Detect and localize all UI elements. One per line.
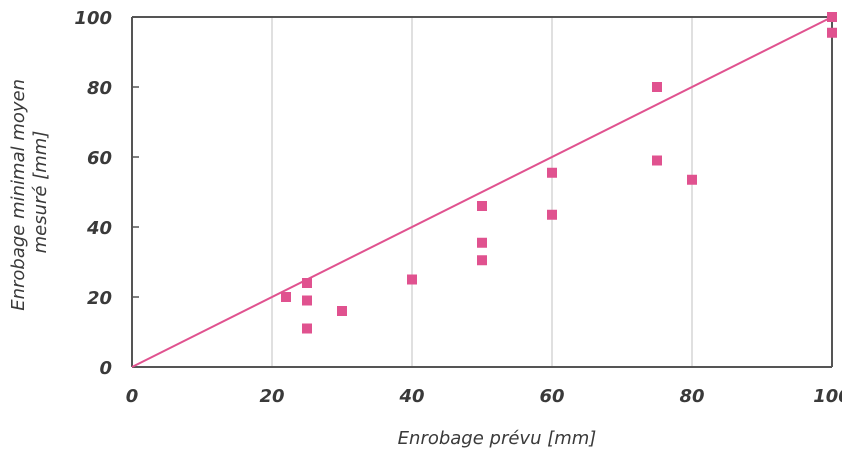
data-point-11: [547, 209, 557, 220]
data-point-9: [477, 255, 487, 266]
y-tick-labels: 0 20 40 60 80 100: [74, 8, 112, 379]
y-tick-label-40: 40: [86, 218, 112, 239]
x-tick-label-20: 20: [259, 386, 284, 407]
data-point-4: [302, 323, 312, 334]
x-tick-label-100: 100: [813, 386, 842, 407]
data-point-3: [302, 295, 312, 306]
axes: [131, 16, 833, 368]
y-tick-label-60: 60: [87, 148, 112, 169]
y-tick-label-20: 20: [87, 288, 112, 309]
data-point-7: [477, 201, 487, 211]
y-tick-label-100: 100: [74, 8, 112, 29]
data-point-8: [477, 237, 487, 248]
x-tick-label-80: 80: [679, 386, 704, 407]
data-point-5: [337, 306, 347, 316]
reference-line: [131, 16, 833, 368]
data-point-10: [547, 167, 557, 178]
data-point-2: [302, 278, 312, 288]
x-tick-label-0: 0: [126, 386, 139, 407]
x-tick-labels: 0 20 40 60 80 100: [126, 386, 842, 407]
data-points: [281, 12, 837, 334]
x-axis-title: Enrobage prévu [mm]: [398, 428, 597, 449]
y-axis-title-line-2: mesuré [mm]: [30, 131, 51, 254]
data-point-15: [827, 12, 837, 22]
x-tick-label-60: 60: [539, 386, 564, 407]
grid-lines: [271, 17, 693, 367]
data-point-1: [281, 292, 291, 302]
y-axis-title: Enrobage minimal moyen mesuré [mm]: [8, 73, 51, 311]
y-axis-title-line-1: Enrobage minimal moyen: [8, 79, 29, 311]
data-point-6: [407, 274, 417, 285]
reference-line-group: [131, 16, 833, 368]
y-tick-label-80: 80: [87, 78, 112, 99]
data-point-14: [687, 174, 697, 185]
data-point-16: [827, 27, 837, 38]
data-point-12: [652, 82, 662, 92]
y-tick-label-0: 0: [99, 358, 112, 379]
data-point-13: [652, 155, 662, 166]
x-tick-label-40: 40: [398, 386, 424, 407]
